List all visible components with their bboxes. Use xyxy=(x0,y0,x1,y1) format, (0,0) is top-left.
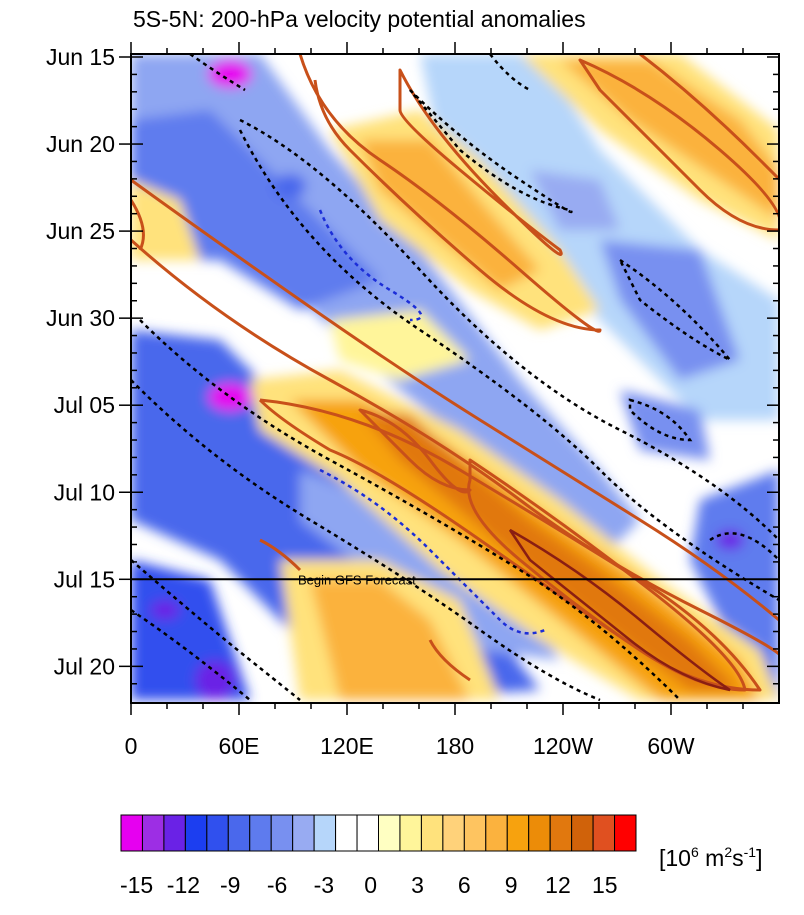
negative-contour-line xyxy=(489,54,531,92)
colorbar-label: 3 xyxy=(411,872,424,898)
negative-anomaly-core xyxy=(195,660,235,700)
negative-contour-line xyxy=(409,89,573,214)
positive-contour-line xyxy=(639,54,779,183)
colorbar-units: [106 m2s-1] xyxy=(659,844,762,871)
negative-anomaly-core xyxy=(716,530,744,550)
colorbar-swatch xyxy=(313,814,337,852)
y-tick-label: Jul 15 xyxy=(54,566,115,592)
colorbar-swatch xyxy=(485,814,508,852)
negative-contour-line xyxy=(131,608,251,701)
colorbar-swatch xyxy=(184,814,208,852)
y-tick-label: Jul 20 xyxy=(54,653,115,679)
positive-anomaly-region xyxy=(310,580,470,700)
x-tick-label: 120E xyxy=(320,733,374,759)
strong-positive-contours xyxy=(508,528,731,692)
negative-contour-line xyxy=(238,129,779,602)
positive-contour-line xyxy=(131,199,145,251)
colorbar-label: 0 xyxy=(364,872,377,898)
positive-contour-line xyxy=(578,58,779,232)
negative-contour-line xyxy=(628,398,693,442)
negative-anomaly-region xyxy=(530,170,620,230)
negative-contour-line xyxy=(239,118,779,541)
colorbar-swatch xyxy=(356,814,379,852)
chart-title: 5S-5N: 200-hPa velocity potential anomal… xyxy=(133,6,586,32)
colorbar-swatch xyxy=(528,814,551,852)
colorbar-swatch xyxy=(163,814,186,852)
positive-contour-line xyxy=(259,538,302,572)
colorbar-swatch xyxy=(592,814,616,852)
positive-anomaly-region xyxy=(330,310,470,380)
colorbar-swatch xyxy=(249,814,272,852)
colorbar-label: 15 xyxy=(592,872,618,898)
positive-anomaly-region xyxy=(131,180,200,260)
plot-area: Begin GFS Forecast xyxy=(131,54,779,703)
colorbar-label: 9 xyxy=(505,872,518,898)
positive-anomaly-region xyxy=(360,410,740,690)
colorbar-label: -12 xyxy=(167,872,200,898)
positive-anomaly-region xyxy=(520,54,779,240)
negative-anomaly-core xyxy=(208,60,252,88)
y-tick-label: Jun 20 xyxy=(46,131,115,157)
colorbar-swatch xyxy=(442,814,465,852)
positive-contour-line xyxy=(358,408,472,494)
y-tick-label: Jun 15 xyxy=(46,44,115,70)
colorbar-swatch xyxy=(335,814,358,852)
colorbar-swatch xyxy=(571,814,594,852)
colorbar-label: -15 xyxy=(120,872,153,898)
x-tick-label: 180 xyxy=(436,733,474,759)
y-tick-label: Jun 25 xyxy=(46,218,115,244)
negative-contour-line xyxy=(131,559,301,701)
colorbar-swatch xyxy=(399,814,422,852)
negative-anomaly-core xyxy=(274,174,306,198)
colorbar-label: -9 xyxy=(220,872,240,898)
positive-contour-line xyxy=(398,68,563,256)
colorbar-label: -3 xyxy=(314,872,334,898)
negative-contour-line xyxy=(139,319,681,701)
y-tick-label: Jun 30 xyxy=(46,305,115,331)
colorbar-swatch xyxy=(614,814,637,852)
colorbar-label: -6 xyxy=(267,872,287,898)
negative-contours-blue xyxy=(318,209,546,635)
negative-contour-line xyxy=(709,532,779,561)
y-tick-label: Jul 05 xyxy=(54,392,115,418)
x-tick-label: 120W xyxy=(533,733,593,759)
positive-contour-line xyxy=(298,54,602,333)
negative-anomaly-region xyxy=(620,390,710,460)
forecast-label: Begin GFS Forecast xyxy=(298,572,416,587)
colorbar-swatch xyxy=(506,814,530,852)
axes: Jun 15 Jun 20 Jun 25 Jun 30 Jul 05 Jul 10 Jul … xyxy=(46,42,779,759)
colorbar-swatch xyxy=(227,814,251,852)
colorbar-swatch xyxy=(378,814,401,852)
colorbar: -15 -12 -9 -6 -3 0 3 6 9 12 15 xyxy=(120,814,637,898)
positive-contour-line xyxy=(131,238,779,660)
positive-contour-line xyxy=(131,178,779,622)
colorbar-label: 12 xyxy=(545,872,571,898)
colorbar-swatch xyxy=(141,814,165,852)
positive-contour-line xyxy=(508,528,731,692)
negative-anomaly-region xyxy=(300,470,560,660)
negative-anomaly-core xyxy=(150,600,180,620)
y-tick-label: Jul 10 xyxy=(54,479,115,505)
colorbar-swatch xyxy=(206,814,229,852)
x-tick-label: 0 xyxy=(125,733,138,759)
colorbar-swatch xyxy=(292,814,315,852)
colorbar-swatch xyxy=(463,814,487,852)
x-tick-label: 60E xyxy=(219,733,260,759)
negative-contours xyxy=(131,54,779,702)
x-tick-label: 60W xyxy=(647,733,695,759)
colorbar-swatch xyxy=(270,814,294,852)
positive-anomaly-region xyxy=(560,60,779,220)
colorbar-swatch xyxy=(120,814,143,852)
negative-contour-line xyxy=(189,54,246,92)
colorbar-swatch xyxy=(420,814,444,852)
negative-contour-line xyxy=(616,256,731,362)
positive-contour-line xyxy=(428,639,471,682)
negative-contour-line xyxy=(319,468,546,635)
colorbar-swatch xyxy=(549,814,573,852)
colorbar-label: 6 xyxy=(458,872,471,898)
